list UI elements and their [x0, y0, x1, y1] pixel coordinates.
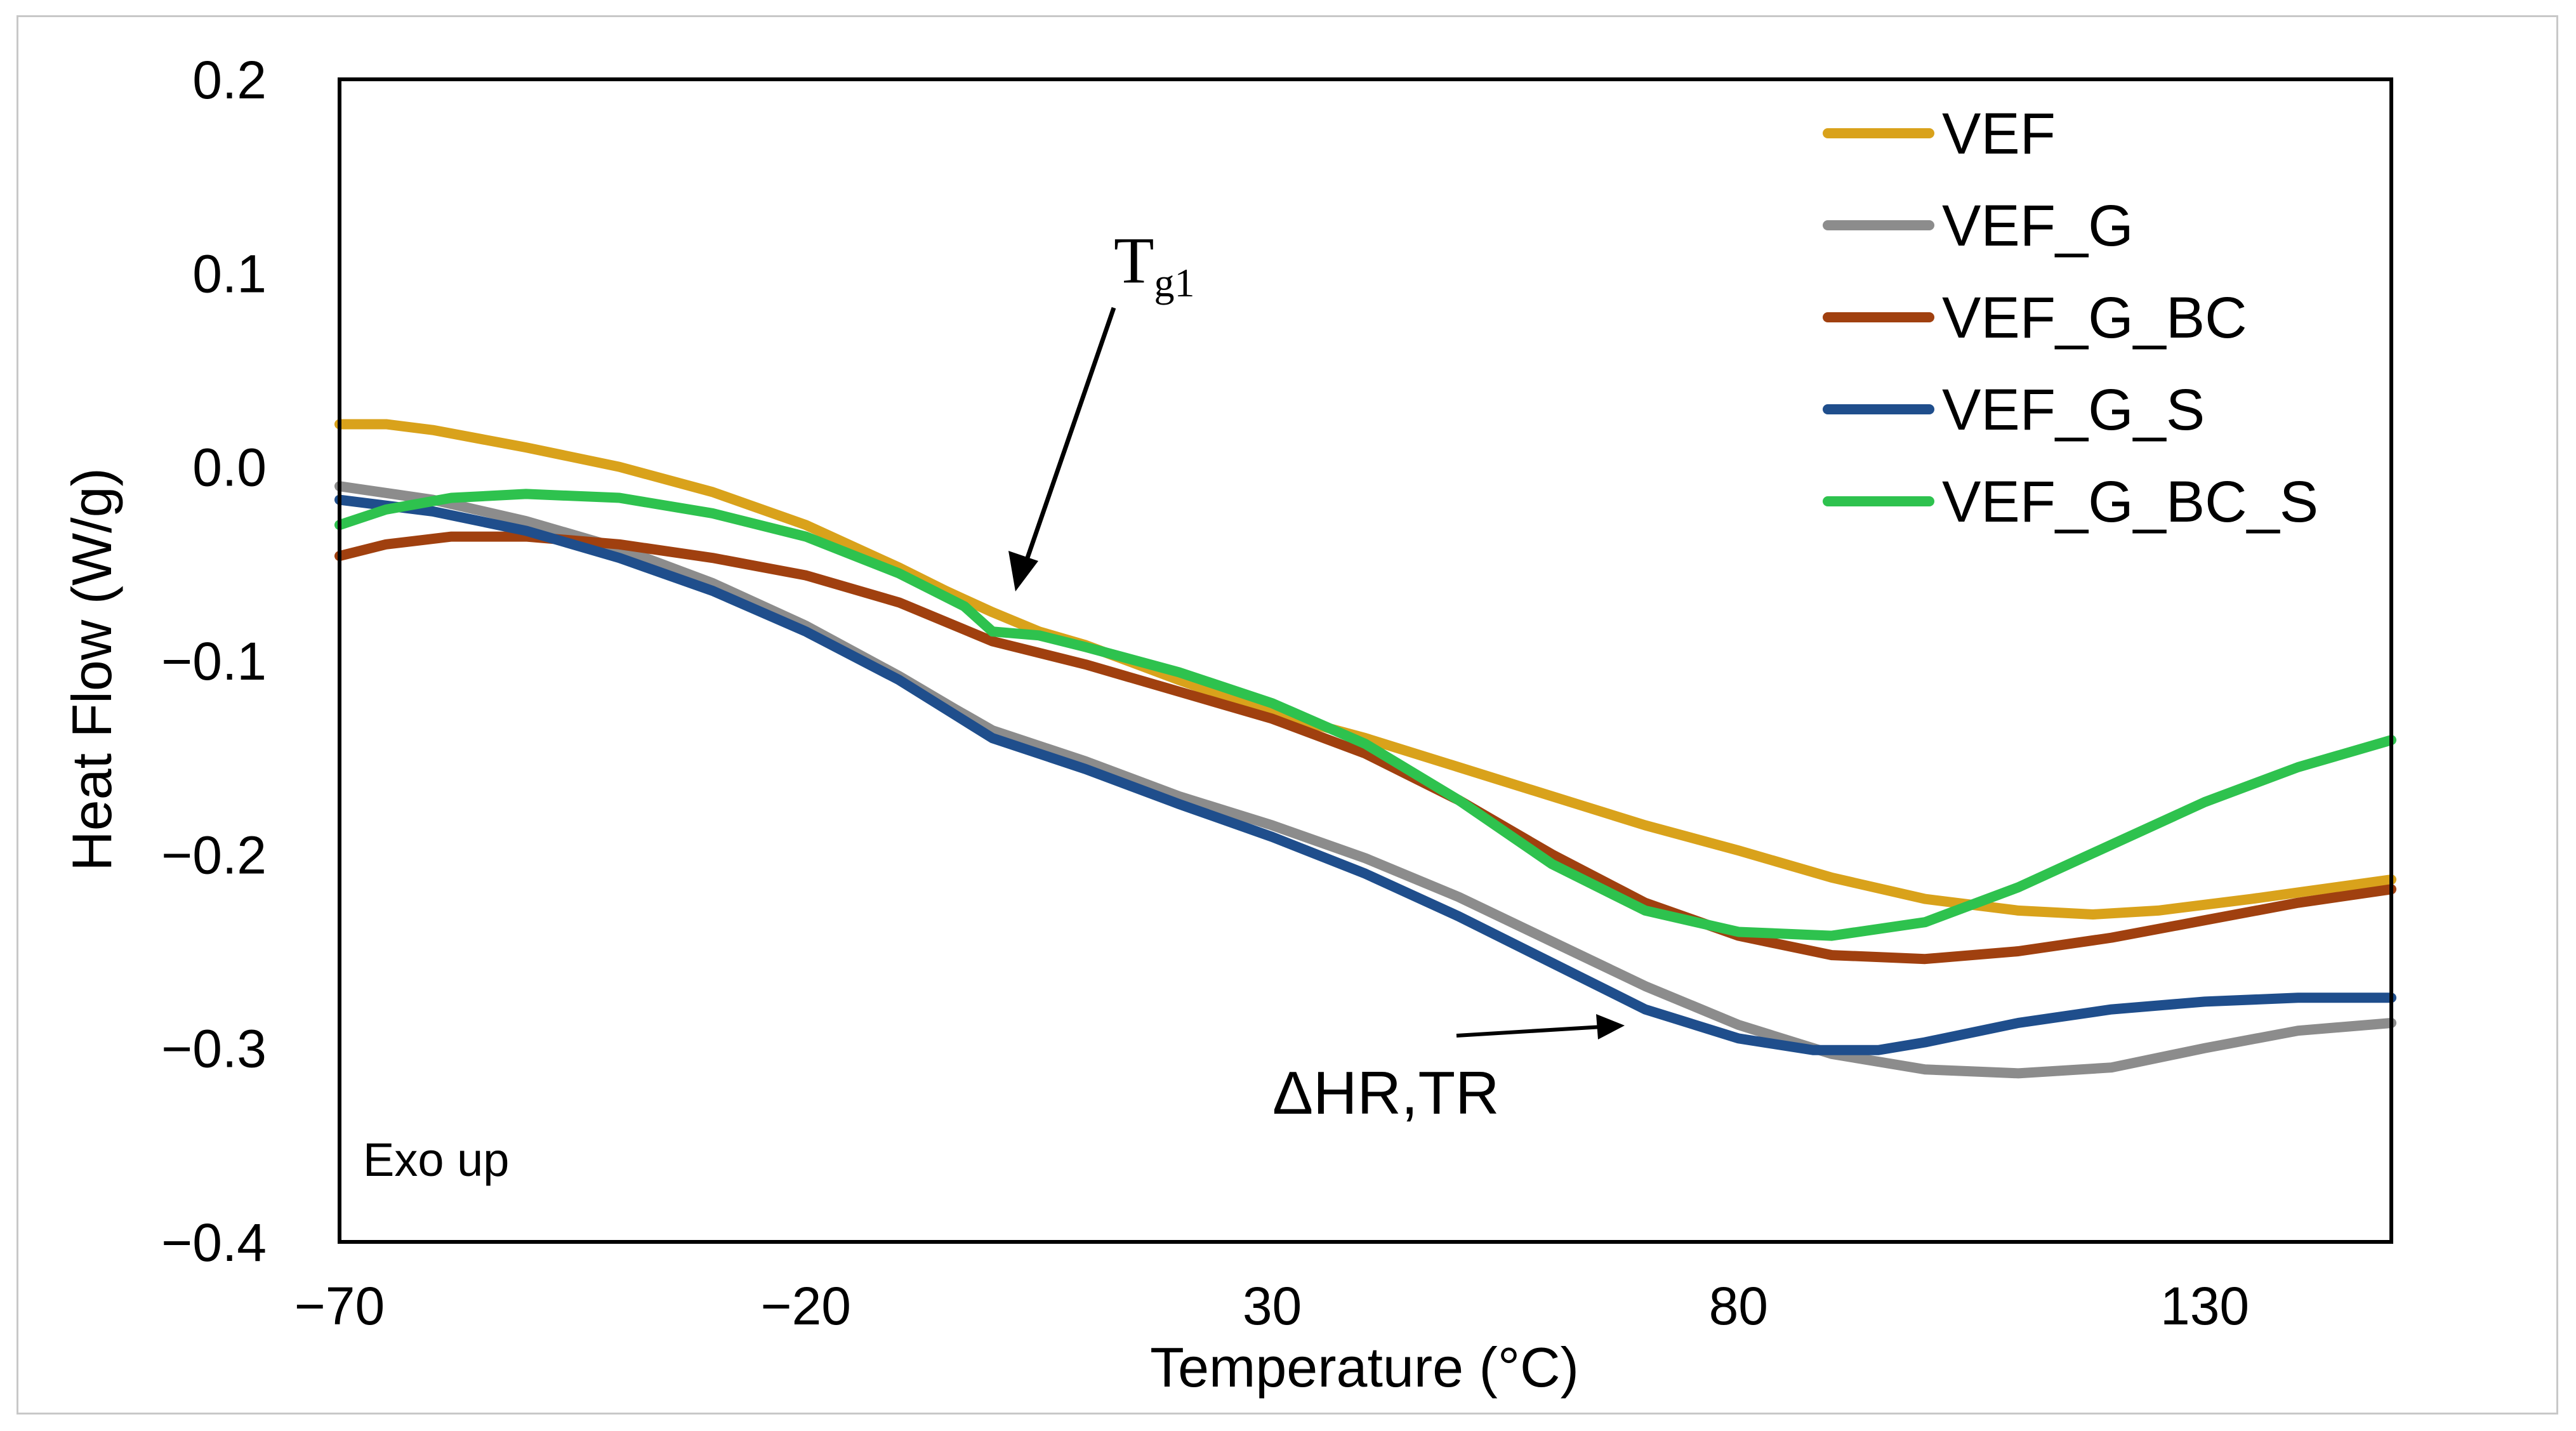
y-tick-label: −0.3: [161, 1019, 267, 1079]
plot-area-border: [338, 77, 2393, 1244]
tg1-annotation: Tg1: [1008, 224, 1195, 591]
x-tick-label: 30: [1243, 1276, 1302, 1336]
legend-entry: VEF: [1942, 102, 2056, 166]
chart-frame: [17, 15, 2558, 1415]
legend-entry: VEF_G_BC_S: [1942, 470, 2318, 534]
exo-up-label: Exo up: [363, 1133, 509, 1186]
legend-entry: VEF_G_S: [1942, 378, 2205, 442]
x-tick-label: 130: [2160, 1276, 2249, 1336]
dhr-annotation: ΔHR,TR: [1272, 1014, 1625, 1127]
tg1-arrow: [1019, 307, 1116, 576]
axis-ticks: −70 −20 30 80 130 0.2 0.1 0.0 −0.1 −0.2 −0.3 −0.4: [161, 50, 2249, 1336]
y-tick-label: 0.2: [192, 50, 267, 110]
series-line-vef-g-bc-s: [334, 489, 2396, 941]
series-line-vef-g-bc: [334, 531, 2396, 965]
dhr-arrow: [1456, 1025, 1603, 1038]
series-lines: [334, 419, 2396, 1079]
y-tick-label: 0.0: [192, 438, 267, 498]
x-tick-label: 80: [1709, 1276, 1768, 1336]
dhr-label: ΔHR,TR: [1272, 1059, 1499, 1127]
legend-entry: VEF_G_BC: [1942, 286, 2247, 350]
tg1-label: Tg1: [1114, 224, 1195, 305]
tg1-arrowhead: [1008, 551, 1038, 591]
dhr-arrowhead: [1596, 1014, 1625, 1039]
series-line-vef-g: [334, 481, 2396, 1079]
x-tick-label: −20: [761, 1276, 852, 1336]
y-axis-label: Heat Flow (W/g): [60, 468, 123, 871]
tg1-subscript: g1: [1154, 260, 1195, 305]
y-tick-label: 0.1: [192, 244, 267, 303]
y-tick-label: −0.4: [161, 1213, 267, 1272]
series-line-vef-g-s: [334, 494, 2396, 1055]
y-tick-label: −0.1: [161, 631, 267, 691]
series-line-vef: [334, 419, 2396, 920]
legend-entry: VEF_G: [1942, 194, 2134, 258]
x-axis-label: Temperature (°C): [1150, 1336, 1579, 1399]
tg1-base: T: [1114, 224, 1154, 297]
y-tick-label: −0.2: [161, 825, 267, 885]
x-tick-label: −70: [294, 1276, 385, 1336]
legend: VEF VEF_G VEF_G_BC VEF_G_S VEF_G_BC_S: [1823, 102, 2318, 534]
